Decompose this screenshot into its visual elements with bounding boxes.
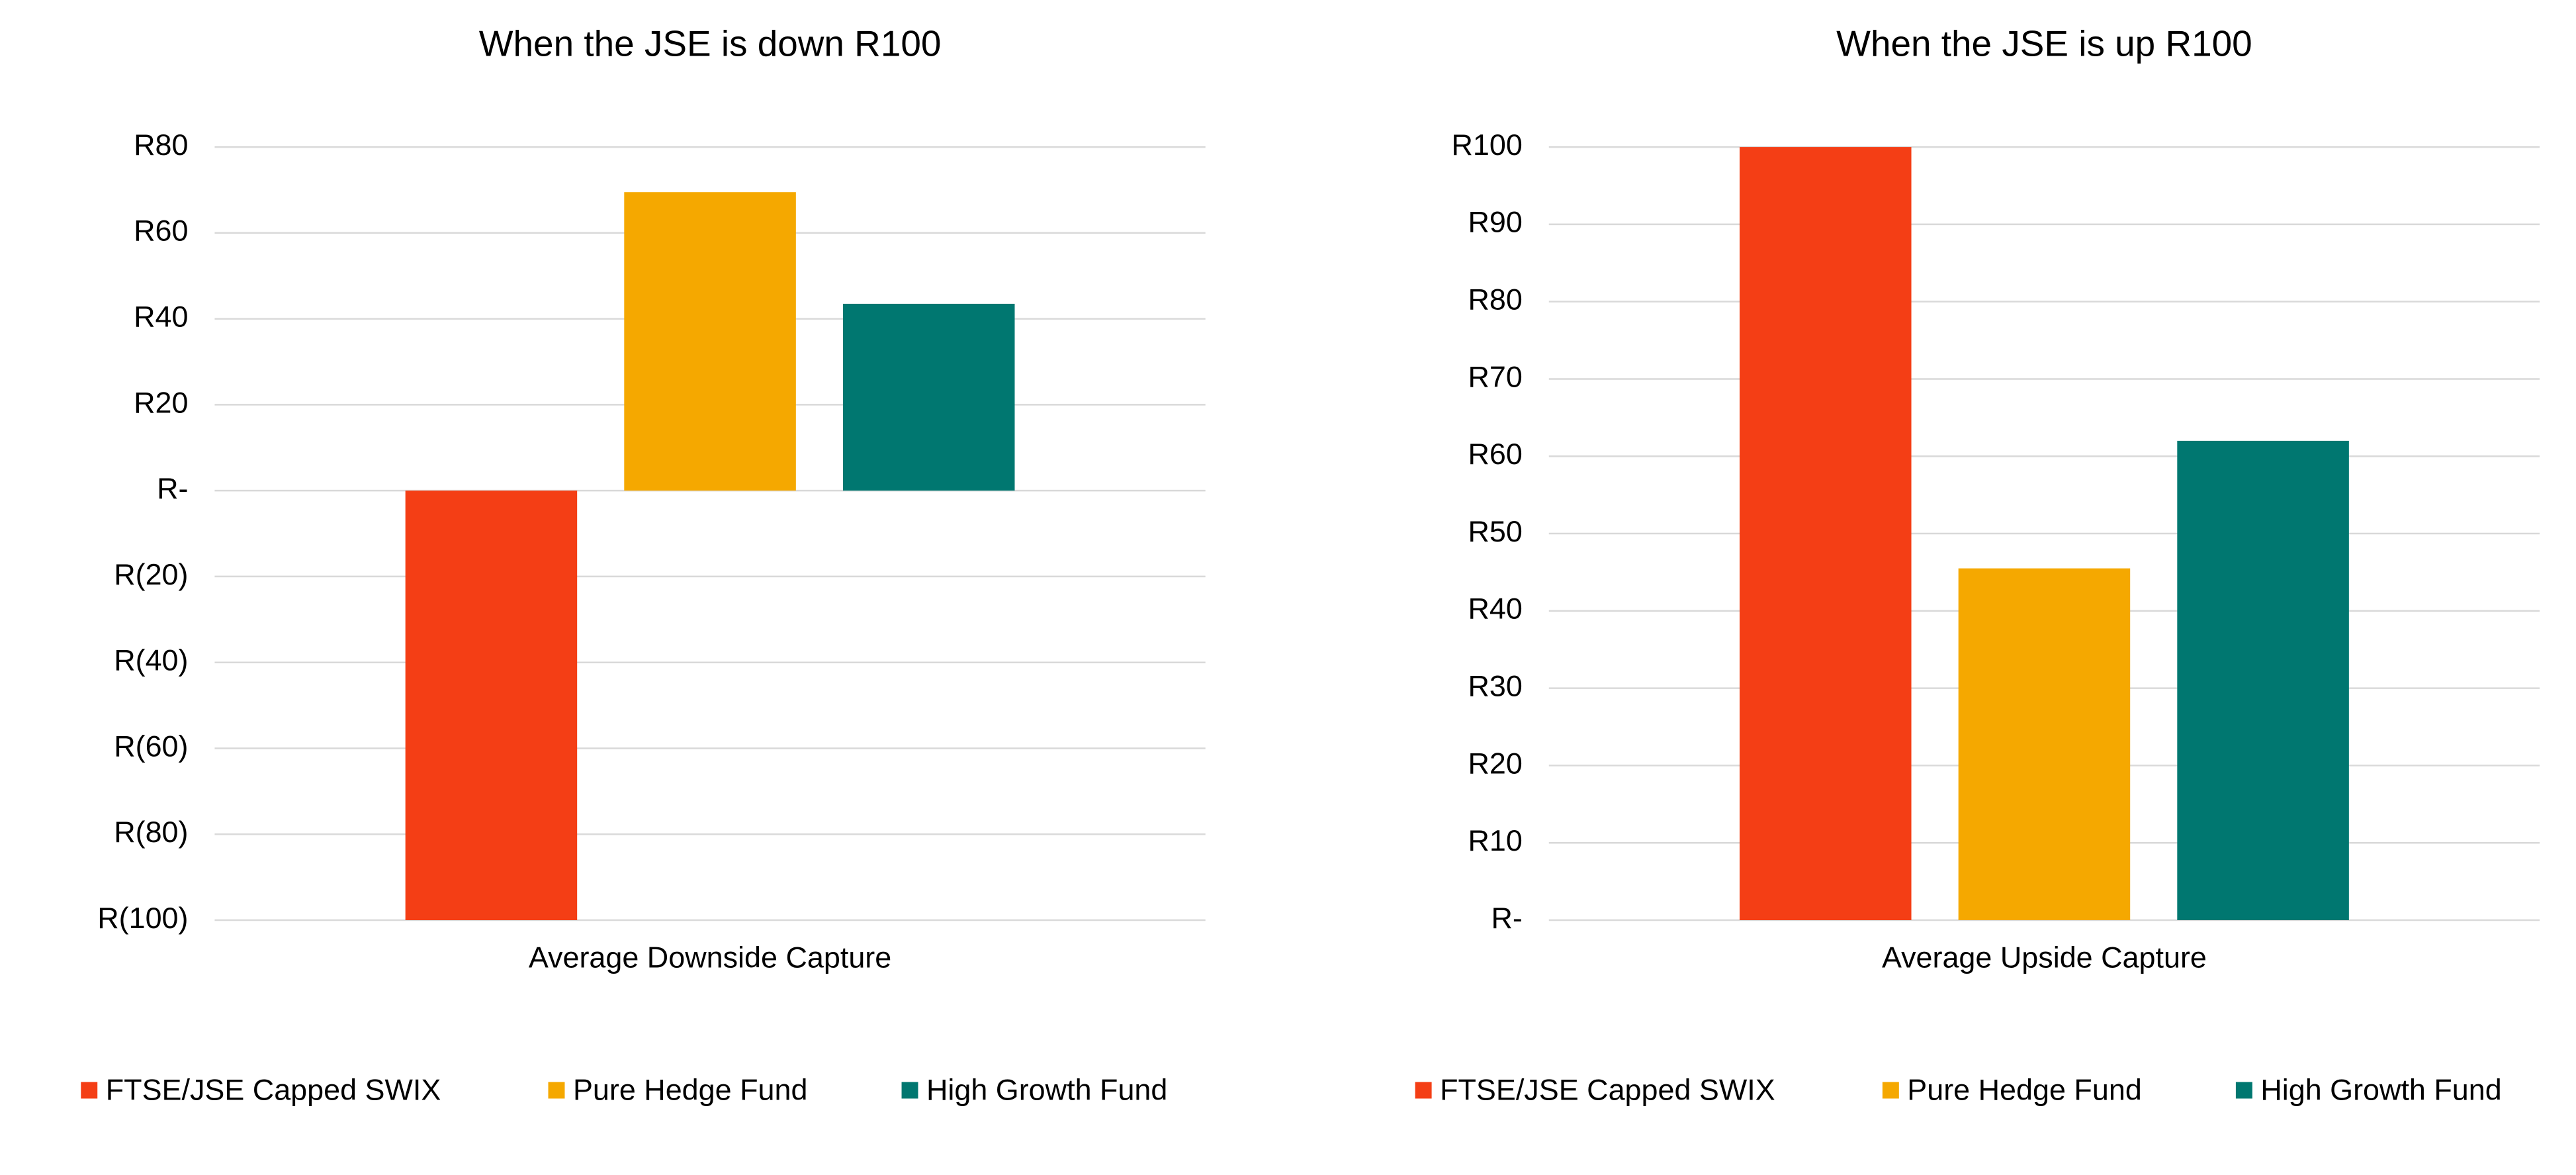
y-tick-label: R60 (134, 214, 188, 248)
legend-label: Pure Hedge Fund (573, 1072, 807, 1106)
y-tick-label: R(40) (114, 643, 188, 677)
y-tick-label: R(60) (114, 729, 188, 763)
bar (1958, 568, 2131, 920)
y-tick-label: R- (157, 471, 188, 505)
y-tick-label: R80 (1468, 283, 1522, 316)
legend-swatch (548, 1082, 565, 1099)
bar (2177, 440, 2349, 920)
legend-label: FTSE/JSE Capped SWIX (106, 1072, 441, 1106)
bar (842, 303, 1015, 491)
legend-swatch (81, 1082, 98, 1099)
y-tick-label: R20 (134, 385, 188, 419)
y-tick-label: R(100) (97, 901, 188, 935)
y-tick-label: R100 (1451, 128, 1522, 162)
y-tick-label: R20 (1468, 746, 1522, 780)
y-tick-label: R10 (1468, 823, 1522, 857)
legend-label: High Growth Fund (2260, 1072, 2501, 1106)
bar (1740, 147, 1912, 920)
chart-title: When the JSE is down R100 (479, 23, 942, 64)
y-tick-label: R60 (1468, 437, 1522, 471)
legend-label: Pure Hedge Fund (1907, 1072, 2142, 1106)
y-tick-label: R40 (134, 299, 188, 333)
chart-body: When the JSE is down R100 R(100) R(80) R(60… (81, 23, 2540, 1106)
legend-swatch (1882, 1082, 1899, 1099)
chart-title: When the JSE is up R100 (1836, 23, 2252, 64)
legend-label: FTSE/JSE Capped SWIX (1440, 1072, 1775, 1106)
y-tick-label: R40 (1468, 592, 1522, 626)
y-tick-label: R- (1491, 901, 1522, 935)
y-tick-label: R30 (1468, 669, 1522, 702)
legend-label: High Growth Fund (926, 1072, 1167, 1106)
y-tick-label: R(80) (114, 815, 188, 849)
y-tick-label: R80 (134, 128, 188, 162)
x-tick-label: Average Downside Capture (529, 941, 891, 974)
y-tick-label: R90 (1468, 205, 1522, 239)
y-tick-label: R70 (1468, 359, 1522, 393)
legend-swatch (1415, 1082, 1432, 1099)
x-tick-label: Average Upside Capture (1882, 941, 2207, 974)
y-tick-label: R50 (1468, 514, 1522, 548)
bar (405, 491, 578, 920)
legend-swatch (901, 1082, 918, 1099)
y-tick-label: R(20) (114, 557, 188, 591)
legend-swatch (2235, 1082, 2252, 1099)
bar (624, 192, 796, 491)
